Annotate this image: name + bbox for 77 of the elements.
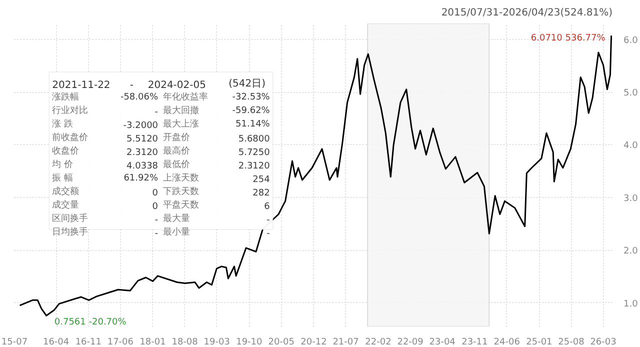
y-tick-label: 5.0 — [624, 88, 638, 99]
annotation: 2.3120 — [238, 162, 270, 172]
annotation: 日均换手 — [52, 226, 88, 238]
annotation: 平盘天数 — [162, 200, 199, 211]
annotation: 61.92% — [124, 174, 158, 184]
annotation: 区间换手 — [52, 213, 88, 224]
annotation: -59.62% — [232, 106, 270, 116]
x-tick-label: 16-04 — [42, 338, 70, 347]
annotation: 前收盘价 — [52, 132, 88, 144]
y-tick-label: 3.0 — [624, 194, 638, 204]
annotation: 最高价 — [162, 146, 190, 157]
x-tick-label: 23-11 — [462, 338, 488, 347]
x-tick-label: 25-01 — [526, 338, 552, 347]
annotation: 5.5120 — [126, 134, 158, 145]
x-tick-label: 15-07 — [1, 338, 28, 347]
annotation: -32.53% — [232, 92, 270, 103]
annotation: 涨跌幅 — [52, 92, 80, 103]
annotation: - — [266, 216, 270, 226]
annotation: 0.7561 -20.70% — [54, 318, 127, 328]
annotation: - — [130, 80, 134, 92]
annotation: 年化收益率 — [162, 92, 208, 103]
annotation: 成交额 — [52, 186, 80, 198]
x-tick-label: 16-11 — [75, 338, 102, 347]
annotation: 2024-02-05 — [148, 80, 206, 92]
annotation: 行业对比 — [52, 105, 88, 116]
x-tick-label: 23-04 — [429, 338, 456, 347]
annotation: 5.7250 — [238, 148, 270, 158]
annotation: 0 — [152, 202, 158, 212]
annotation: 上涨天数 — [162, 172, 199, 184]
annotation: 最大回撤 — [162, 105, 199, 116]
x-tick-label: 20-12 — [300, 338, 327, 347]
annotation: -58.06% — [120, 92, 158, 103]
annotation: 4.0338 — [126, 162, 158, 172]
x-tick-label: 19-03 — [204, 338, 230, 347]
annotation: (542日) — [228, 78, 266, 90]
y-tick-label: 1.0 — [624, 299, 638, 310]
annotation: -3.2000 — [123, 121, 158, 132]
x-tick-label: 24-06 — [494, 338, 520, 347]
annotation: 开盘价 — [162, 132, 190, 144]
line-series — [19, 34, 612, 316]
x-tick-label: 25-08 — [558, 338, 585, 347]
annotation: 最大上涨 — [162, 118, 199, 130]
y-tick-label: 6.0 — [624, 36, 638, 46]
annotation: 收盘价 — [52, 146, 80, 157]
annotation: - — [154, 108, 158, 118]
annotation: 成交量 — [52, 200, 80, 211]
annotation: 涨 跌 — [52, 118, 74, 130]
x-tick-label: 17-06 — [107, 338, 134, 347]
annotation: 均 价 — [51, 159, 74, 170]
annotation: 0 — [152, 188, 158, 199]
annotation: 2021-11-22 — [52, 80, 110, 92]
annotation: 最低价 — [162, 159, 190, 170]
x-tick-label: 20-05 — [268, 338, 294, 347]
annotation: 最大量 — [162, 213, 190, 224]
annotation: 最小量 — [162, 226, 190, 238]
y-tick-label: 2.0 — [624, 246, 638, 257]
annotation: 51.14% — [236, 120, 270, 130]
x-tick-label: 19-10 — [236, 338, 263, 347]
x-tick-label: 18-01 — [140, 338, 166, 347]
annotation: 6.0710 536.77% — [530, 34, 606, 44]
x-tick-label: 26-03 — [590, 338, 616, 347]
annotation: 2.3120 — [126, 148, 158, 158]
text: 2015/07/31-2026/04/23(524.81%) — [441, 8, 613, 18]
x-tick-label: 21-07 — [332, 338, 359, 347]
annotation: 254 — [252, 175, 270, 186]
y-tick-label: 4.0 — [624, 141, 638, 152]
annotation: 下跌天数 — [162, 186, 199, 198]
annotation: - — [154, 229, 158, 240]
annotation: - — [266, 229, 270, 240]
annotation: 6 — [264, 202, 270, 212]
annotation: 5.6800 — [238, 134, 270, 145]
annotation: 282 — [252, 188, 270, 199]
annotation: - — [154, 216, 158, 226]
x-tick-label: 22-02 — [365, 338, 392, 347]
annotation: 振 幅 — [52, 172, 74, 184]
x-tick-label: 18-08 — [172, 338, 198, 347]
x-tick-label: 22-09 — [397, 338, 424, 347]
